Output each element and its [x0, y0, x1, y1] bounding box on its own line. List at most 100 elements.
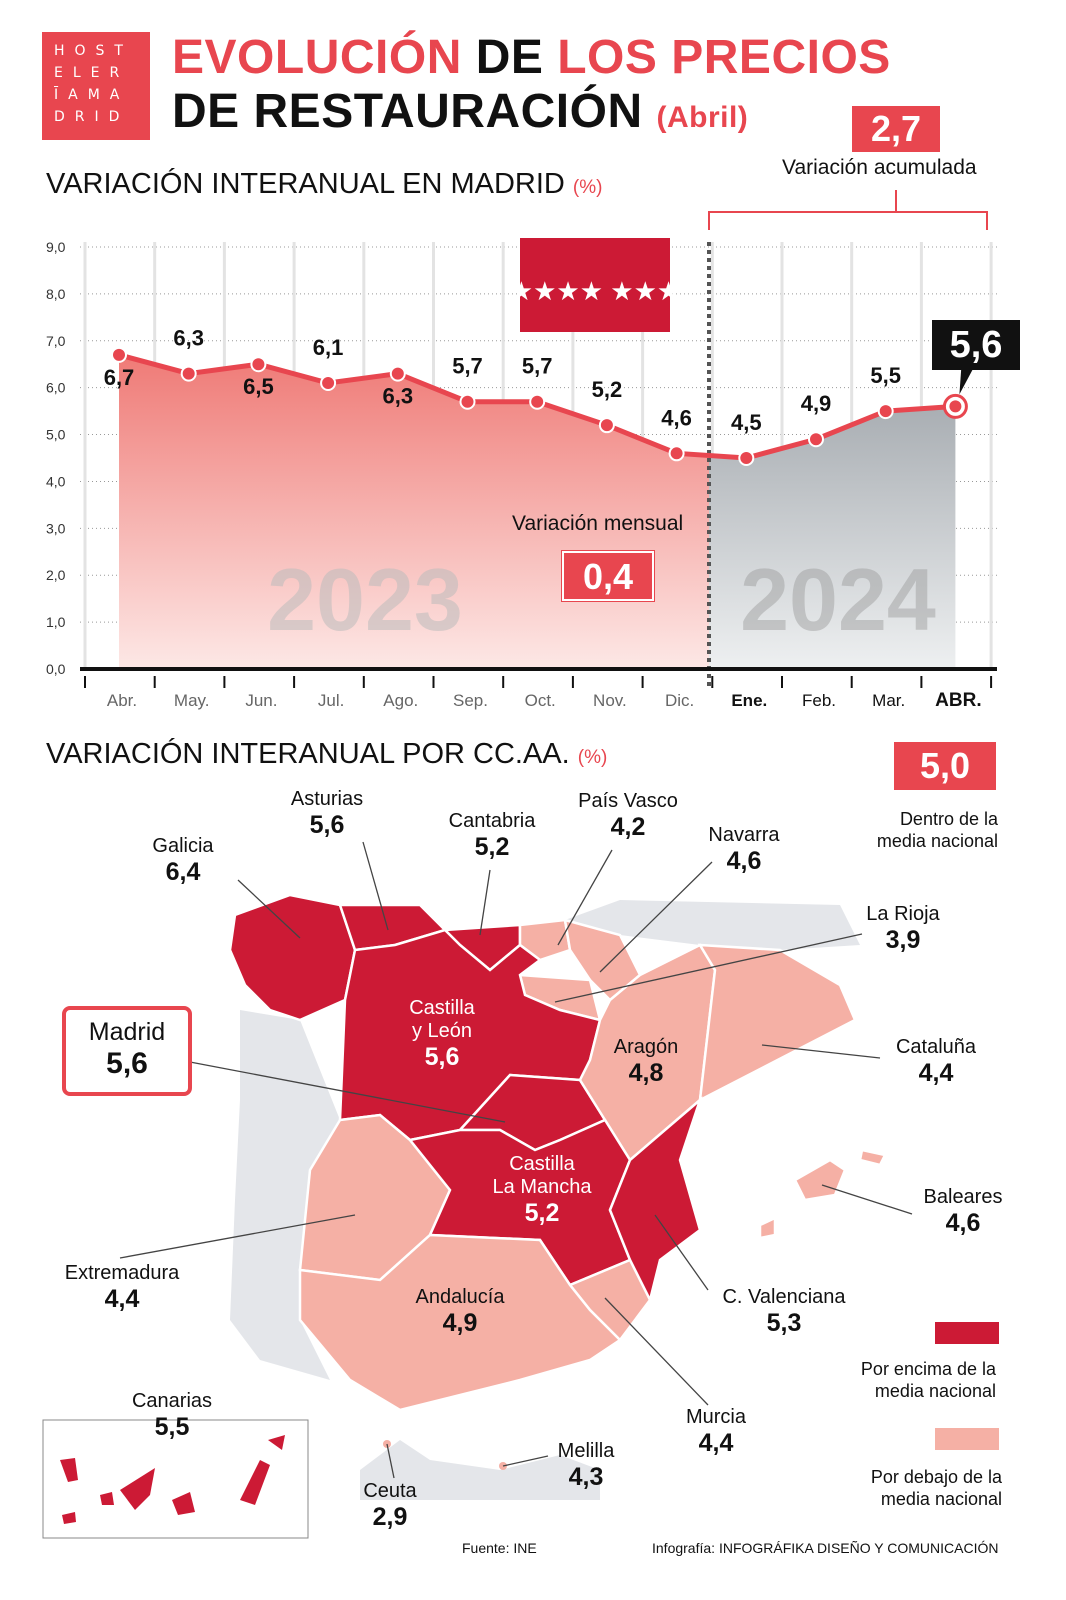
region-value: 4,6 — [945, 1209, 981, 1237]
region-baleares-ibiza[interactable] — [758, 1216, 777, 1240]
title-line-2: DE RESTAURACIÓN (Abril) — [172, 84, 748, 139]
data-point — [949, 400, 962, 413]
region-name: La Rioja — [866, 903, 940, 925]
x-tick-label: May. — [174, 691, 210, 710]
x-tick-label: Sep. — [453, 691, 488, 710]
region-name: Canarias — [131, 1390, 213, 1412]
data-point — [877, 403, 894, 420]
region-c-valenciana[interactable] — [608, 1096, 703, 1304]
region-name: Aragón — [613, 1036, 679, 1058]
x-tick-label: ABR. — [935, 690, 981, 711]
source: Fuente: INE — [462, 1540, 537, 1556]
region-value: 4,4 — [698, 1429, 734, 1457]
data-label: 5,7 — [452, 354, 483, 379]
region-baleares[interactable] — [793, 1158, 847, 1202]
data-label: 6,7 — [104, 365, 135, 390]
madrid-flag — [520, 238, 670, 332]
region-label-cyl: Castilla y León 5,6 — [362, 997, 522, 1072]
x-tick-label: Jun. — [245, 691, 277, 710]
region-name: C. Valenciana — [722, 1286, 846, 1308]
region-label-murcia: Murcia 4,4 — [636, 1406, 796, 1458]
region-label-larioja: La Rioja 3,9 — [823, 903, 983, 955]
current-value-callout: 5,6 — [932, 320, 1020, 370]
region-andalucia[interactable] — [298, 1233, 622, 1412]
spain-map — [42, 841, 913, 1539]
data-point — [738, 450, 755, 466]
area-2024 — [709, 406, 956, 669]
accumulated-value: 2,7 — [852, 106, 940, 152]
section2-title: VARIACIÓN INTERANUAL POR CC.AA. (%) — [46, 738, 607, 771]
madrid-chart: 0,0 1,0 2,0 3,0 4,0 5,0 6,0 7,0 8,0 9,0 2023 2024… — [46, 190, 997, 711]
credit-prefix: Infografía: — [652, 1540, 716, 1556]
data-point — [389, 365, 406, 382]
national-label: Dentro de la media nacional — [840, 808, 998, 852]
monthly-value: 0,4 — [561, 550, 655, 602]
title-line-1: EVOLUCIÓN DE LOS PRECIOS — [172, 30, 891, 85]
y-tick-label: 8,0 — [46, 286, 66, 302]
region-value: 4,3 — [568, 1463, 604, 1491]
legend-label-above: Por encima de la media nacional — [830, 1358, 996, 1402]
y-tick-label: 6,0 — [46, 380, 66, 396]
legend-text: media nacional — [874, 1381, 996, 1401]
x-tick-label: Oct. — [525, 691, 556, 710]
year-2023: 2023 — [267, 550, 463, 649]
region-pais-vasco[interactable] — [518, 918, 572, 962]
y-tick-label: 0,0 — [46, 661, 66, 677]
data-label: 5,2 — [592, 377, 623, 402]
region-label-extremadura: Extremadura 4,4 — [42, 1262, 202, 1314]
data-point — [320, 374, 337, 391]
region-name: País Vasco — [578, 790, 678, 812]
data-label: 6,5 — [243, 374, 274, 399]
region-label-navarra: Navarra 4,6 — [664, 824, 824, 876]
data-point — [250, 356, 267, 373]
region-name: Melilla — [557, 1440, 615, 1462]
portugal-land — [230, 1010, 340, 1380]
region-name: Cantabria — [448, 810, 536, 832]
title-part: LOS PRECIOS — [557, 31, 891, 84]
region-label-cataluna: Cataluña 4,4 — [856, 1036, 1016, 1088]
region-canarias[interactable] — [60, 1435, 285, 1524]
region-name: Extremadura — [64, 1262, 180, 1284]
logo: HOST ELER ĪAMA DRID — [42, 32, 150, 140]
title-subtitle: (Abril) — [656, 101, 749, 134]
area-2023 — [119, 354, 709, 669]
accumulated-label: Variación acumulada — [782, 156, 977, 179]
region-value: 6,4 — [165, 858, 201, 886]
legend-text: media nacional — [880, 1489, 1002, 1509]
region-name: Asturias — [290, 788, 364, 810]
region-value: 4,8 — [628, 1059, 664, 1087]
region-value: 4,6 — [726, 847, 762, 875]
region-name: Andalucía — [415, 1286, 505, 1308]
region-label-valenciana: C. Valenciana 5,3 — [704, 1286, 864, 1338]
x-tick-label: Abr. — [107, 691, 137, 710]
section2-title-text: VARIACIÓN INTERANUAL POR CC.AA. — [46, 738, 570, 770]
region-name: Navarra — [708, 824, 780, 846]
logo-line: HOST — [54, 43, 133, 59]
data-label: 6,3 — [383, 384, 414, 409]
region-value: 5,3 — [766, 1309, 802, 1337]
data-label: 4,5 — [731, 410, 762, 435]
region-value: 5,5 — [154, 1413, 190, 1441]
region-value: 4,2 — [610, 813, 646, 841]
y-tick-label: 9,0 — [46, 239, 66, 255]
section1-title: VARIACIÓN INTERANUAL EN MADRID (%) — [46, 168, 602, 201]
credit-name: INFOGRÁFIKA DISEÑO Y COMUNICACIÓN — [718, 1540, 999, 1556]
region-baleares-menorca[interactable] — [858, 1148, 887, 1167]
y-tick-label: 4,0 — [46, 473, 66, 489]
title-part: DE — [475, 31, 544, 84]
region-label-canarias: Canarias 5,5 — [92, 1390, 252, 1442]
data-point — [180, 365, 197, 382]
national-label-line: media nacional — [876, 831, 998, 851]
x-tick-label: Ene. — [731, 691, 767, 710]
region-value: 5,6 — [424, 1043, 460, 1071]
madrid-callout: Madrid 5,6 — [62, 1006, 192, 1096]
region-name: Baleares — [923, 1186, 1003, 1208]
region-label-asturias: Asturias 5,6 — [247, 788, 407, 840]
data-point — [529, 393, 546, 410]
region-galicia[interactable] — [228, 893, 357, 1022]
region-label-cantabria: Cantabria 5,2 — [412, 810, 572, 862]
x-tick-label: Jul. — [318, 691, 344, 710]
region-cataluna[interactable] — [697, 943, 857, 1103]
y-tick-label: 5,0 — [46, 427, 66, 443]
logo-line: DRID — [54, 109, 130, 125]
